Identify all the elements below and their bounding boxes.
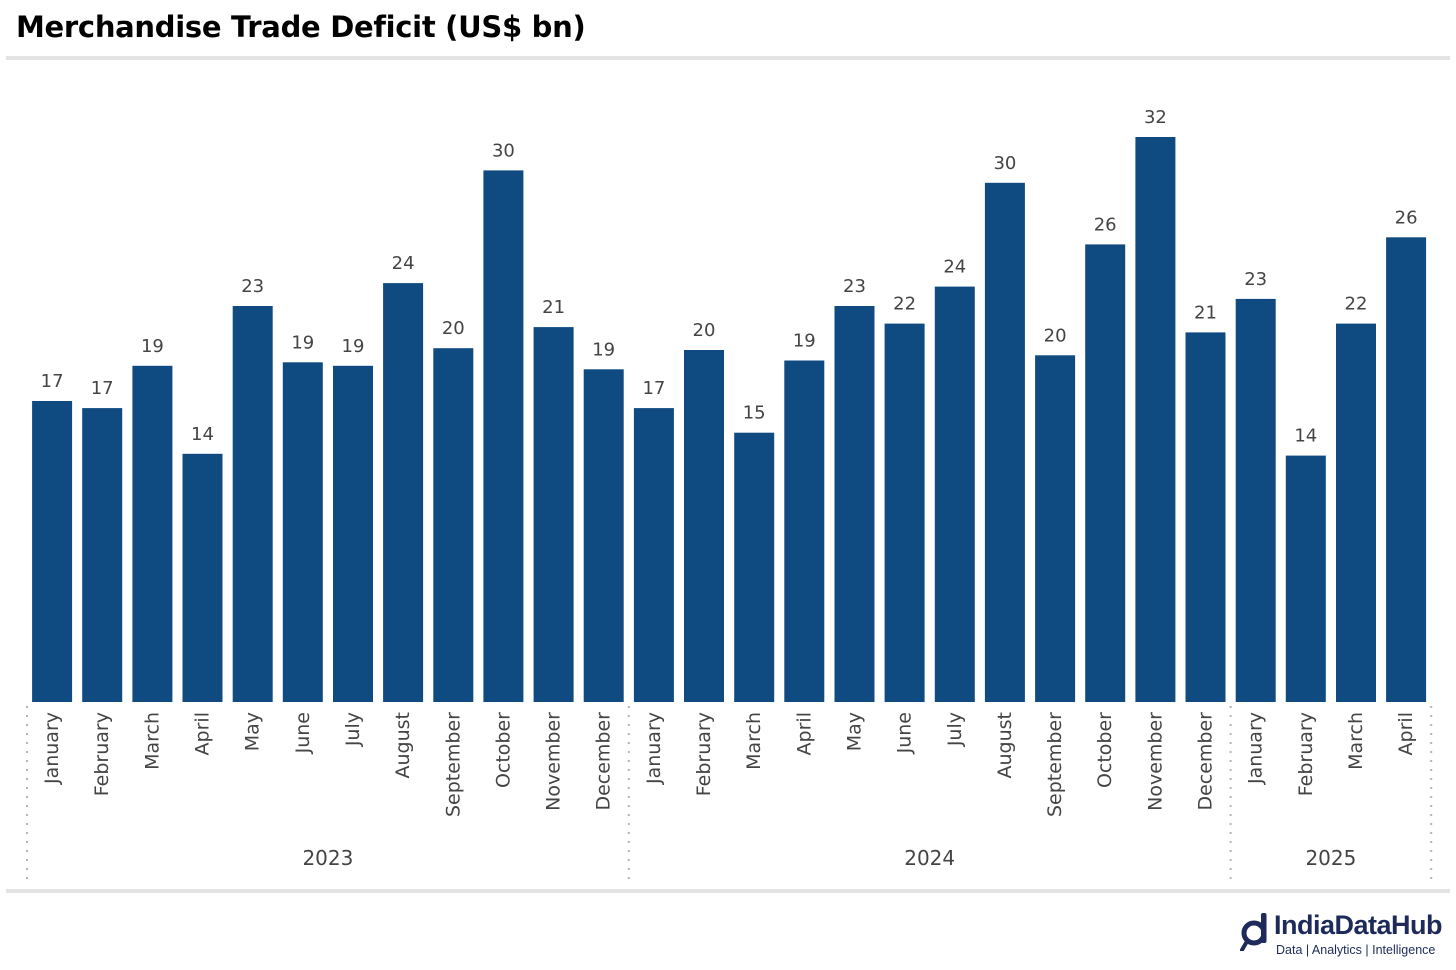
x-tick-label: June	[292, 712, 314, 754]
data-label: 26	[1395, 207, 1418, 228]
data-label: 22	[893, 294, 916, 315]
x-tick-label: March	[141, 712, 163, 770]
bar	[984, 182, 1025, 703]
x-tick-label: March	[1345, 712, 1367, 770]
x-tick-label: January	[41, 712, 63, 785]
data-label: 20	[693, 320, 716, 341]
data-label: 20	[442, 318, 465, 339]
logo-tagline: Data | Analytics | Intelligence	[1276, 943, 1436, 957]
data-label: 17	[642, 378, 665, 399]
bar	[533, 327, 574, 702]
x-tick-label: May	[844, 712, 866, 751]
x-tick-label: July	[944, 712, 966, 747]
logo-icon	[1240, 913, 1267, 951]
data-label: 17	[91, 378, 114, 399]
x-tick-label: February	[693, 712, 715, 796]
data-label: 20	[1044, 325, 1067, 346]
data-label: 15	[743, 403, 766, 424]
x-tick-label: January	[643, 712, 665, 785]
year-label: 2023	[302, 846, 353, 870]
brand-logo: IndiaDataHub Data | Analytics | Intellig…	[1238, 906, 1452, 966]
bar	[1336, 323, 1376, 702]
data-label: 21	[1194, 302, 1217, 323]
x-tick-label: May	[242, 712, 264, 751]
data-label: 19	[592, 339, 615, 360]
bar	[132, 365, 173, 702]
bar	[1185, 332, 1226, 702]
bar	[483, 170, 524, 702]
data-label: 23	[241, 276, 264, 297]
x-tick-label: April	[793, 712, 815, 755]
bar	[1035, 355, 1076, 702]
bar	[433, 348, 474, 702]
x-tick-label: October	[1094, 712, 1116, 788]
data-label: 17	[41, 371, 64, 392]
x-tick-label: April	[192, 712, 214, 755]
x-tick-label: August	[392, 712, 414, 779]
x-tick-label: September	[442, 712, 464, 817]
data-label: 23	[1244, 269, 1267, 290]
x-tick-label: December	[1195, 712, 1217, 811]
bar	[182, 453, 223, 702]
bar	[734, 432, 775, 702]
x-tick-label: September	[1044, 712, 1066, 817]
data-label: 19	[793, 331, 816, 352]
bar	[32, 401, 73, 702]
year-label: 2024	[904, 846, 955, 870]
bar	[1085, 244, 1126, 702]
data-label: 19	[291, 332, 314, 353]
data-label: 32	[1144, 107, 1167, 128]
x-tick-label: November	[1144, 712, 1166, 811]
bottom-divider	[6, 889, 1450, 893]
bar	[633, 408, 674, 702]
data-label: 19	[342, 336, 365, 357]
chart-title: Merchandise Trade Deficit (US$ bn)	[16, 10, 586, 44]
data-label: 14	[191, 424, 214, 445]
x-tick-label: April	[1395, 712, 1417, 755]
bar	[834, 306, 875, 702]
x-tick-label: October	[492, 712, 514, 788]
bar	[684, 350, 724, 702]
bar	[934, 286, 975, 702]
x-tick-label: December	[593, 712, 615, 811]
data-label: 30	[993, 153, 1016, 174]
x-tick-label: August	[994, 712, 1016, 779]
data-label: 14	[1294, 426, 1317, 447]
year-label: 2025	[1305, 846, 1356, 870]
bar	[1235, 298, 1276, 702]
bar	[884, 323, 925, 702]
data-label: 23	[843, 276, 866, 297]
x-tick-label: June	[894, 712, 916, 754]
x-tick-label: November	[543, 712, 565, 811]
bar	[1285, 455, 1326, 702]
bar	[1386, 237, 1427, 703]
x-tick-label: February	[91, 712, 113, 796]
x-tick-label: July	[342, 712, 364, 747]
data-label: 30	[492, 140, 515, 161]
bar-chart: 17 January 17 February 19 March 14 April 23 May 19…	[26, 107, 1433, 880]
bar	[583, 369, 624, 702]
data-label: 26	[1094, 214, 1117, 235]
bar	[1135, 137, 1176, 702]
bar	[82, 408, 123, 702]
data-label: 19	[141, 336, 164, 357]
logo-name: IndiaDataHub	[1274, 910, 1443, 940]
top-divider	[6, 56, 1450, 60]
x-tick-label: March	[743, 712, 765, 770]
data-label: 24	[392, 253, 415, 274]
data-label: 22	[1345, 294, 1368, 315]
data-label: 24	[943, 257, 966, 278]
bar	[232, 306, 273, 702]
bar	[282, 362, 323, 702]
x-tick-label: January	[1245, 712, 1267, 785]
bar	[784, 360, 825, 702]
bar	[383, 283, 424, 702]
bar	[333, 365, 373, 702]
x-tick-label: February	[1295, 712, 1317, 796]
data-label: 21	[542, 297, 565, 318]
